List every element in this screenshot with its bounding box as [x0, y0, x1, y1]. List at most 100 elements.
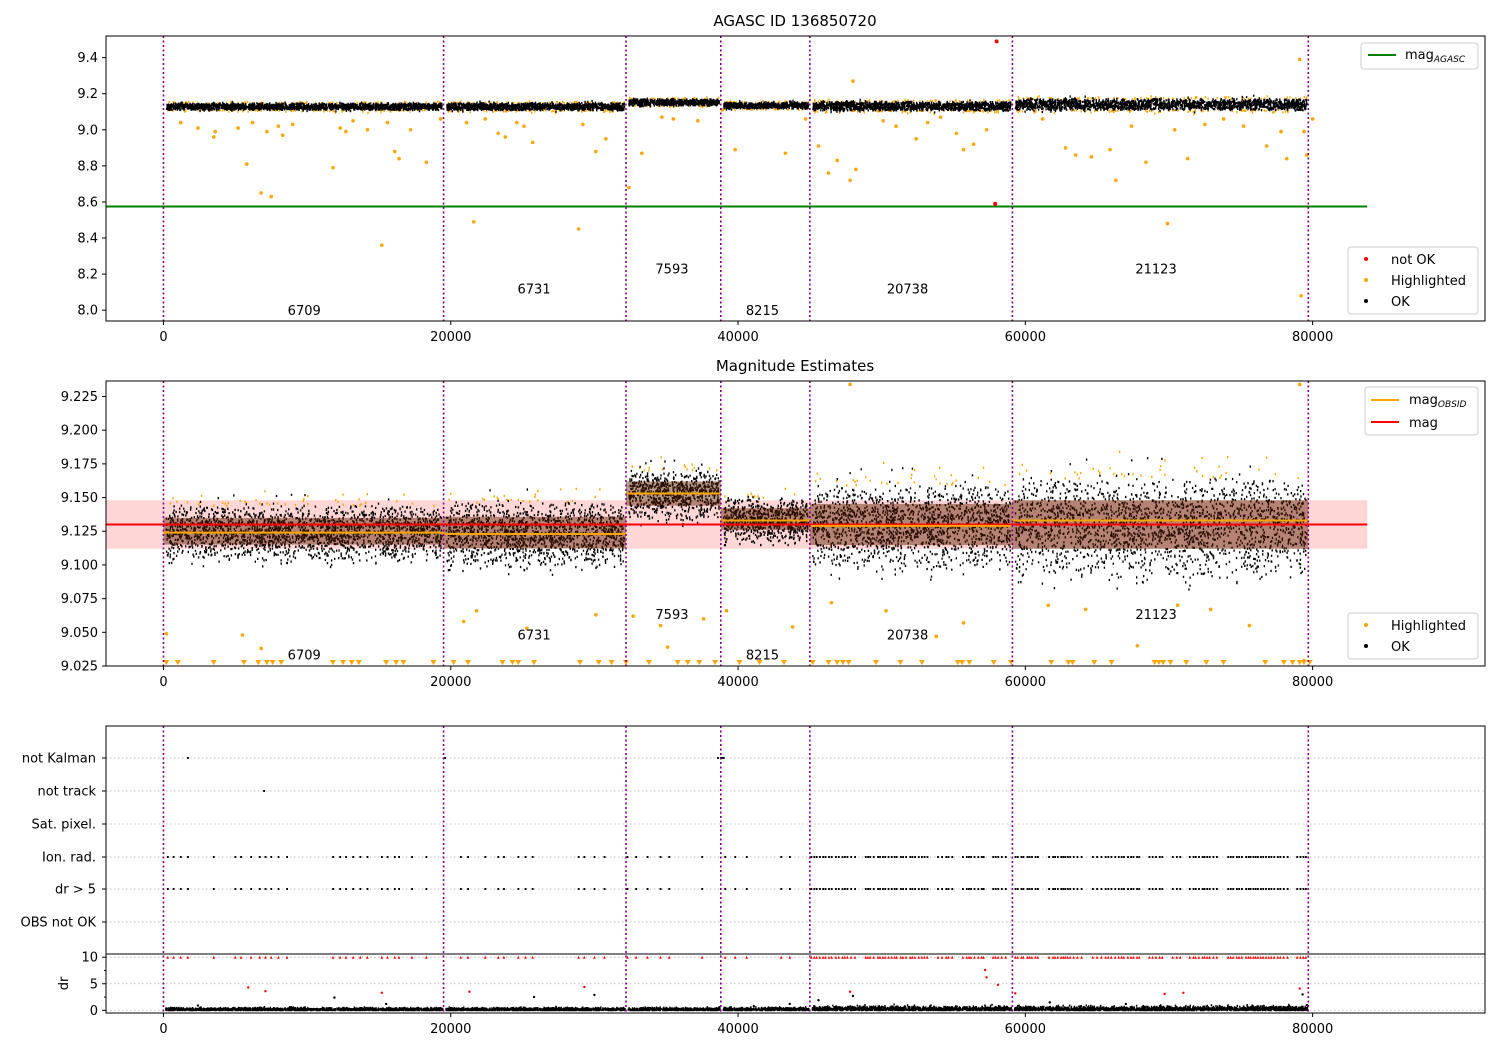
- clipped-low-marker: [781, 660, 788, 665]
- highlighted-outlier-point: [1297, 382, 1302, 387]
- legend-status-agasc: not OK Highlighted OK: [1347, 246, 1479, 315]
- estimates-xtick-label: 80000: [1292, 675, 1333, 690]
- highlighted-outlier-point: [1279, 129, 1283, 134]
- clipped-low-marker: [959, 660, 966, 665]
- highlighted-outlier-point: [783, 151, 788, 156]
- highlighted-outlier-point: [658, 623, 663, 628]
- flags-xtick-label: 40000: [717, 1022, 758, 1037]
- dr-outlier-point: [1014, 992, 1017, 995]
- flag-row-label: Sat. pixel.: [32, 818, 96, 833]
- dr-outlier-point: [1301, 993, 1304, 996]
- highlighted-outlier-point: [1144, 160, 1148, 165]
- highlighted-outlier-point: [351, 118, 355, 123]
- clipped-low-marker: [464, 660, 471, 665]
- segment-density-overlay: [163, 517, 444, 545]
- highlighted-outlier-point: [894, 124, 898, 128]
- highlighted-outlier-point: [660, 115, 664, 119]
- segment-density-overlay: [443, 516, 626, 549]
- estimates-axes-frame: [105, 380, 1486, 667]
- highlighted-outlier-point: [483, 117, 488, 121]
- clipped-low-marker: [515, 660, 522, 665]
- dr-outlier-point: [380, 991, 383, 995]
- highlighted-outlier-point: [250, 120, 255, 125]
- clipped-low-marker: [897, 660, 904, 665]
- highlighted-outlier-point: [503, 135, 508, 139]
- agasc-ytick-label: 9.0: [77, 123, 98, 138]
- agasc-obsid-label: 6731: [518, 283, 551, 298]
- highlighted-outlier-point: [236, 126, 240, 130]
- highlighted-outlier-point: [581, 122, 585, 127]
- clipped-low-marker: [756, 660, 763, 665]
- clipped-low-marker: [430, 660, 437, 665]
- highlighted-outlier-point: [240, 633, 245, 637]
- flag-row-label: dr > 5: [55, 883, 96, 898]
- highlighted-outlier-point: [461, 619, 466, 624]
- dr-ytick-label: 5: [90, 977, 98, 992]
- agasc-ytick-label: 8.6: [77, 195, 98, 210]
- highlighted-outlier-point: [881, 118, 885, 123]
- flag-point: [167, 856, 1307, 858]
- highlighted-outlier-point: [835, 158, 839, 163]
- estimates-obsid-label: 21123: [1135, 608, 1176, 623]
- clipped-low-marker: [531, 660, 538, 665]
- highlighted-outlier-point: [1083, 607, 1088, 612]
- highlighted-outlier-point: [961, 621, 966, 625]
- clipped-low-marker: [845, 660, 852, 665]
- dr-outlier-point: [384, 1002, 388, 1006]
- agasc-ok-points: [628, 97, 720, 108]
- highlighted-outlier-point: [604, 137, 608, 141]
- highlighted-outlier-point: [1063, 146, 1068, 150]
- estimates-ok-points: [445, 488, 626, 576]
- agasc-obsid-label: 8215: [746, 304, 779, 319]
- highlighted-outlier-point: [854, 167, 858, 172]
- highlighted-outlier-point: [211, 135, 216, 139]
- highlighted-outlier-point: [213, 129, 217, 134]
- highlighted-outlier-point: [331, 165, 335, 170]
- clipped-low-marker: [1065, 660, 1072, 665]
- highlighted-outlier-point: [1297, 57, 1302, 62]
- highlighted-outlier-point: [701, 617, 706, 621]
- agasc-ok-points: [165, 100, 443, 113]
- highlighted-outlier-point: [1185, 156, 1190, 161]
- legend-ok-label: OK: [1391, 640, 1410, 655]
- flag-point: [167, 888, 1307, 890]
- clipped-low-marker: [990, 660, 997, 665]
- highlighted-outlier-point: [1046, 603, 1051, 608]
- dr-outlier-point: [196, 1004, 200, 1007]
- highlighted-outlier-point: [1302, 129, 1306, 134]
- estimates-ytick-label: 9.150: [61, 491, 98, 506]
- clipped-low-marker: [210, 660, 217, 665]
- highlighted-outlier-point: [576, 227, 581, 231]
- highlighted-outlier-point: [392, 149, 397, 154]
- estimates-ytick-label: 9.100: [61, 558, 98, 573]
- clipped-low-marker: [918, 660, 925, 665]
- clipped-low-marker: [383, 660, 390, 665]
- highlighted-outlier-point: [1108, 147, 1112, 152]
- agasc-obsid-label: 6709: [288, 304, 321, 319]
- highlighted-outlier-point: [671, 117, 676, 121]
- clipped-low-marker: [834, 660, 841, 665]
- highlighted-outlier-point: [1040, 117, 1045, 121]
- dr-outlier-point: [468, 990, 471, 993]
- highlighted-outlier-point: [1135, 643, 1140, 648]
- not-ok-point: [994, 39, 999, 44]
- estimates-ytick-label: 9.225: [61, 390, 98, 405]
- highlighted-outlier-point: [464, 120, 469, 125]
- clipped-low-marker: [1048, 660, 1055, 665]
- dr-outlier-point: [851, 994, 855, 998]
- highlighted-outlier-point: [344, 129, 348, 134]
- highlighted-outlier-point: [385, 120, 390, 125]
- legend-status-estimates: Highlighted OK: [1347, 612, 1479, 660]
- flag-point: [263, 790, 265, 792]
- agasc-ok-points: [723, 99, 810, 111]
- clipped-low-marker: [1262, 660, 1269, 665]
- highlighted-outlier-point: [1089, 155, 1094, 159]
- highlighted-outlier-point: [594, 149, 598, 154]
- agasc-ytick-label: 9.2: [77, 87, 98, 102]
- clipped-low-marker: [809, 660, 816, 665]
- highlighted-outlier-point: [408, 127, 413, 132]
- highlighted-outlier-point: [627, 185, 631, 190]
- highlighted-outlier-point: [515, 120, 519, 125]
- dr-ok-points: [722, 1006, 810, 1012]
- highlighted-outlier-point: [971, 142, 976, 147]
